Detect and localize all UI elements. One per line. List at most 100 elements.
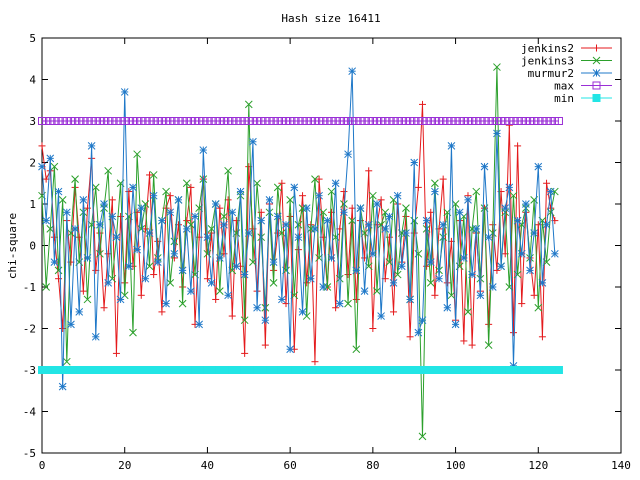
data-point-jenkins3 — [253, 179, 261, 188]
data-point-max — [348, 117, 357, 125]
data-point-max — [199, 117, 208, 125]
data-point-jenkins2 — [485, 320, 493, 328]
data-point-max — [207, 117, 216, 125]
data-point-max — [58, 117, 67, 125]
data-point-max — [157, 117, 166, 125]
data-point-jenkins2 — [543, 179, 551, 187]
y-tick-label: 5 — [29, 32, 36, 45]
data-point-murmur2 — [505, 183, 514, 192]
data-point-jenkins2 — [212, 295, 220, 303]
data-point-murmur2 — [182, 225, 191, 233]
data-point-jenkins2 — [468, 341, 476, 349]
data-point-murmur2 — [493, 129, 501, 138]
data-point-jenkins2 — [146, 171, 154, 179]
data-point-jenkins3 — [319, 208, 328, 217]
data-point-jenkins3 — [149, 171, 158, 179]
data-point-jenkins3 — [286, 195, 294, 204]
data-point-murmur2 — [278, 295, 286, 304]
data-point-max — [463, 117, 472, 125]
data-point-max — [269, 117, 278, 125]
data-point-max — [137, 117, 146, 125]
series-min — [38, 366, 563, 374]
data-point-max — [542, 117, 551, 125]
data-point-murmur2 — [360, 287, 369, 296]
data-point-murmur2 — [232, 262, 241, 271]
data-point-max — [141, 117, 150, 125]
y-tick-label: 2 — [29, 157, 36, 170]
data-point-murmur2 — [58, 382, 67, 391]
data-point-max — [116, 117, 125, 125]
data-point-murmur2 — [319, 283, 328, 291]
data-point-murmur2 — [315, 191, 323, 200]
data-point-murmur2 — [464, 195, 472, 204]
data-point-murmur2 — [439, 220, 448, 229]
data-point-murmur2 — [269, 258, 278, 266]
y-axis-label: chi-square — [6, 213, 19, 279]
data-point-max — [282, 117, 291, 125]
data-point-murmur2 — [480, 162, 489, 171]
data-point-max — [108, 117, 117, 125]
data-point-max — [352, 117, 361, 125]
x-tick-label: 20 — [118, 459, 131, 472]
data-point-murmur2 — [129, 183, 137, 192]
data-point-murmur2 — [215, 254, 224, 262]
y-tick-label: 3 — [29, 115, 36, 128]
data-point-jenkins2 — [406, 333, 414, 341]
data-point-jenkins2 — [187, 183, 195, 191]
data-point-murmur2 — [240, 270, 249, 279]
x-tick-label: 0 — [39, 459, 46, 472]
y-tick-label: -5 — [23, 447, 36, 460]
data-point-jenkins3 — [294, 220, 303, 229]
data-point-jenkins3 — [91, 183, 100, 192]
data-point-max — [191, 117, 200, 125]
data-point-jenkins2 — [104, 250, 112, 258]
data-point-murmur2 — [311, 225, 319, 233]
data-point-max — [71, 117, 80, 125]
x-tick-label: 120 — [528, 459, 548, 472]
data-point-murmur2 — [137, 204, 146, 213]
legend-marker-jenkins2 — [593, 44, 600, 52]
data-point-jenkins2 — [348, 204, 356, 212]
data-point-max — [389, 117, 398, 125]
data-point-murmur2 — [96, 220, 104, 229]
data-point-murmur2 — [50, 258, 59, 266]
data-point-max — [443, 117, 452, 125]
data-point-jenkins2 — [427, 208, 435, 216]
data-point-jenkins3 — [476, 274, 485, 283]
data-point-murmur2 — [526, 266, 534, 275]
x-tick-label: 140 — [611, 459, 631, 472]
data-point-murmur2 — [335, 299, 344, 308]
data-point-max — [546, 117, 555, 125]
data-point-max — [430, 117, 439, 125]
data-point-murmur2 — [435, 274, 443, 283]
data-point-jenkins3 — [83, 295, 92, 304]
data-point-max — [509, 117, 518, 125]
data-point-murmur2 — [501, 204, 510, 213]
data-point-jenkins3 — [133, 150, 141, 159]
data-point-jenkins3 — [402, 204, 410, 213]
data-point-max — [149, 117, 158, 125]
legend-label-murmur2: murmur2 — [528, 67, 574, 80]
data-point-jenkins3 — [484, 341, 493, 349]
data-point-murmur2 — [224, 291, 232, 300]
data-point-murmur2 — [546, 187, 555, 196]
data-point-max — [327, 117, 336, 125]
data-point-max — [83, 117, 92, 125]
data-point-murmur2 — [513, 216, 522, 225]
data-point-jenkins3 — [62, 357, 71, 366]
data-point-max — [393, 117, 402, 125]
data-point-murmur2 — [373, 200, 381, 208]
data-point-murmur2 — [174, 195, 183, 204]
data-point-murmur2 — [348, 67, 357, 76]
data-point-min — [554, 366, 563, 374]
data-point-jenkins3 — [439, 233, 448, 242]
data-point-max — [397, 117, 406, 125]
data-point-jenkins2 — [216, 204, 224, 212]
data-point-jenkins3 — [472, 187, 481, 196]
data-point-murmur2 — [447, 142, 456, 150]
data-point-max — [265, 117, 274, 125]
x-tick-label: 80 — [366, 459, 379, 472]
data-point-max — [385, 117, 394, 125]
data-point-jenkins3 — [311, 175, 319, 183]
